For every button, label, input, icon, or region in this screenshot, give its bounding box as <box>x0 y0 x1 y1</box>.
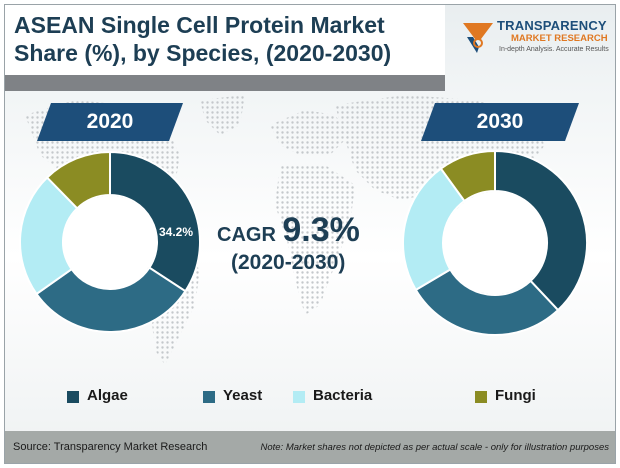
company-logo: TRANSPARENCY MARKET RESEARCH In-depth An… <box>459 17 611 61</box>
infographic-frame: ASEAN Single Cell Protein Market Share (%… <box>4 4 616 464</box>
title-box: ASEAN Single Cell Protein Market Share (%… <box>5 5 445 75</box>
cagr-callout: CAGR 9.3% <box>217 211 360 250</box>
logo-tagline: In-depth Analysis. Accurate Results <box>499 46 609 53</box>
legend-label-yeast: Yeast <box>223 387 263 404</box>
chart-legend: Algae Yeast Bacteria Fungi <box>5 385 615 409</box>
legend-label-fungi: Fungi <box>495 387 536 404</box>
donut-2030-slice-algae <box>494 149 588 312</box>
logo-mark-icon <box>463 23 493 53</box>
donut-2030-slice-yeast <box>414 268 560 336</box>
cagr-period: (2020-2030) <box>231 251 346 274</box>
donut-2030-hole <box>444 192 546 294</box>
year-tab-2020: 2020 <box>37 103 183 141</box>
year-tab-2030: 2030 <box>421 103 579 141</box>
legend-label-bacteria: Bacteria <box>313 387 373 404</box>
legend-label-algae: Algae <box>87 387 128 404</box>
donut-2020-slice-yeast <box>35 266 187 333</box>
cagr-value: 9.3% <box>282 211 360 249</box>
donut-charts: 34.2% <box>19 149 588 336</box>
donut-2020-slice-bacteria <box>19 176 79 296</box>
title-subtitle: by Species, (2020-2030) <box>126 40 392 66</box>
title-main: ASEAN Single Cell Protein Market <box>14 12 385 38</box>
donut-2020-slice-fungi <box>45 150 111 210</box>
title-underline-band <box>5 75 445 91</box>
legend-swatch-bacteria <box>293 391 305 403</box>
footer-source: Source: Transparency Market Research <box>13 441 208 453</box>
title-share: Share (%), <box>14 40 127 66</box>
donut-2020-hole <box>64 196 156 288</box>
legend-swatch-yeast <box>203 391 215 403</box>
footer-note: Note: Market shares not depicted as per … <box>260 442 609 453</box>
donut-2020-slice-algae <box>109 150 201 293</box>
footer-bar: Source: Transparency Market Research Not… <box>5 431 615 463</box>
logo-subtitle: MARKET RESEARCH <box>511 33 608 44</box>
donut-2030-slice-fungi <box>439 149 496 203</box>
logo-name: TRANSPARENCY <box>497 18 607 33</box>
legend-swatch-fungi <box>475 391 487 403</box>
cagr-label: CAGR <box>217 224 276 246</box>
legend-swatch-algae <box>67 391 79 403</box>
page-title: ASEAN Single Cell Protein Market Share (%… <box>14 11 434 67</box>
donut-2020-data-label-algae: 34.2% <box>159 225 193 239</box>
